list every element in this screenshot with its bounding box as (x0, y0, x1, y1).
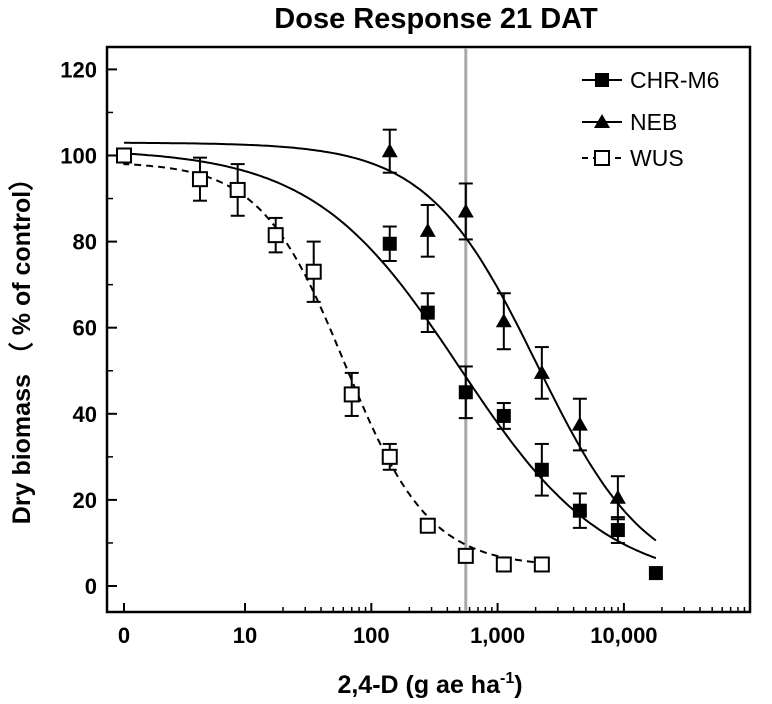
point-chr-m6 (496, 408, 511, 423)
y-axis-label: Dry biomass （ % of control） (7, 166, 36, 524)
y-tick-label: 60 (73, 316, 97, 341)
point-wus (305, 263, 322, 280)
y-axis-ticks: 0 20 40 60 80 100 120 (60, 57, 117, 599)
x-axis-ticks: 0 10 100 1,000 10,000 (118, 603, 746, 648)
x-tick-label: 10 (233, 623, 257, 648)
point-neb (609, 489, 626, 504)
x-axis-label-main: 2,4-D (g ae ha (337, 671, 501, 699)
point-chr-m6 (534, 462, 549, 477)
legend-marker-wus (594, 150, 610, 166)
point-wus (116, 147, 132, 164)
point-neb (571, 416, 588, 431)
fit-curve-neb (123, 141, 657, 542)
fit-curve-chr-m6 (123, 148, 657, 560)
x-tick-label: 100 (353, 623, 390, 648)
plot-frame (105, 45, 752, 614)
x-axis-label-suffix: ) (514, 671, 522, 699)
x-axis-label-superscript: -1 (500, 670, 514, 687)
legend-label-neb: NEB (630, 109, 677, 135)
legend-label-chr-m6: CHR-M6 (630, 67, 719, 93)
y-tick-label: 0 (85, 574, 97, 599)
x-tick-label: 0 (118, 623, 130, 648)
point-wus (267, 227, 284, 244)
point-wus (343, 386, 360, 403)
x-tick-label: 10,000 (590, 623, 657, 648)
point-chr-m6 (458, 385, 473, 400)
y-tick-label: 100 (60, 144, 97, 169)
data-points (116, 143, 663, 581)
x-tick-label: 1,000 (470, 623, 525, 648)
legend-label-wus: WUS (630, 145, 684, 171)
y-tick-label: 20 (73, 488, 97, 513)
y-tick-label: 120 (60, 57, 97, 82)
point-chr-m6 (648, 566, 663, 581)
point-wus (191, 171, 208, 188)
point-wus (457, 547, 474, 564)
point-neb (381, 143, 398, 158)
point-wus (533, 556, 550, 573)
point-chr-m6 (382, 236, 397, 251)
point-neb (495, 313, 512, 328)
point-wus (229, 181, 246, 198)
y-tick-label: 40 (73, 402, 97, 427)
point-neb (419, 222, 436, 237)
fit-curve-wus (123, 161, 542, 564)
y-tick-label: 80 (73, 230, 97, 255)
point-neb (533, 364, 550, 379)
point-wus (495, 556, 512, 573)
point-wus (419, 517, 436, 534)
point-chr-m6 (610, 523, 625, 538)
error-bars (117, 128, 625, 570)
point-neb (457, 203, 474, 218)
chart-title: Dose Response 21 DAT (274, 3, 598, 35)
point-chr-m6 (572, 503, 587, 518)
legend: CHR-M6 NEB WUS (582, 67, 719, 171)
legend-marker-chr-m6 (595, 73, 609, 87)
point-chr-m6 (420, 305, 435, 320)
x-axis-label: 2,4-D (g ae ha-1) (337, 670, 522, 699)
point-wus (381, 448, 398, 465)
fit-curves (123, 141, 657, 564)
legend-marker-neb (594, 114, 610, 128)
